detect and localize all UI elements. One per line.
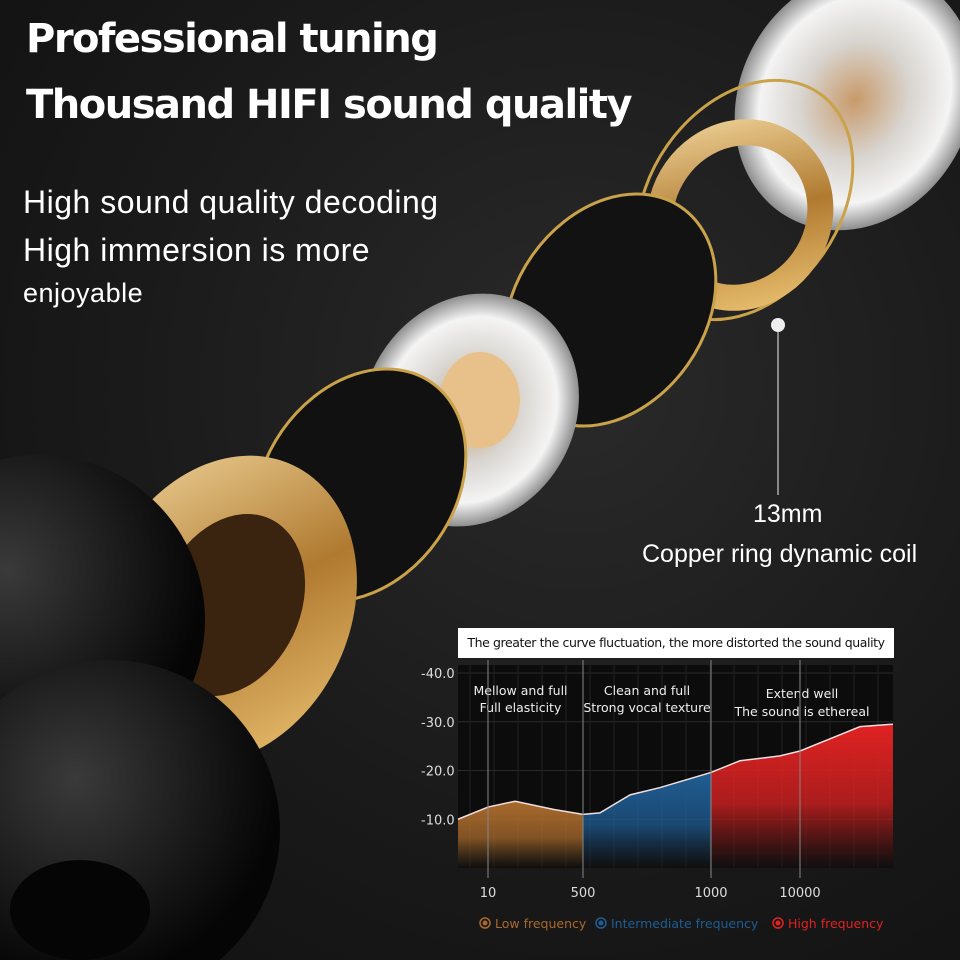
ear-tip-opening: [10, 860, 150, 960]
region-label: Full elasticity: [480, 700, 562, 715]
chart-title: The greater the curve fluctuation, the m…: [458, 628, 894, 658]
legend-marker-dot: [598, 920, 604, 926]
response-curve: [457, 723, 894, 820]
headline-line1: Professional tuning: [26, 16, 439, 62]
x-tick-label: 10000: [779, 886, 820, 901]
legend-item: Intermediate frequency: [611, 916, 759, 931]
legend-marker-icon: [595, 917, 607, 929]
y-tick-label: -30.0: [421, 716, 455, 731]
subtext-line3: enjoyable: [23, 278, 144, 308]
legend-item: Low frequency: [495, 916, 587, 931]
x-tick-label: 1000: [694, 886, 727, 901]
subtext-line1: High sound quality decoding: [23, 184, 439, 220]
y-tick-label: -20.0: [421, 765, 455, 780]
callout-dot: [771, 318, 785, 332]
legend-marker-icon: [772, 917, 784, 929]
y-tick-label: -10.0: [421, 813, 455, 828]
region-label: Mellow and full: [473, 683, 567, 698]
x-tick-label: 10: [480, 886, 497, 901]
legend-marker-dot: [775, 920, 781, 926]
callout-label: Copper ring dynamic coil: [642, 540, 918, 568]
legend-marker-icon: [479, 917, 491, 929]
legend-marker-dot: [482, 920, 488, 926]
region-area-high: [711, 724, 893, 868]
headline-line2: Thousand HIFI sound quality: [26, 82, 633, 128]
subtext-line2: High immersion is more: [23, 232, 371, 268]
region-label: Extend well: [766, 686, 839, 701]
y-tick-label: -40.0: [421, 667, 455, 682]
legend-item: High frequency: [788, 916, 884, 931]
region-area-low: [458, 801, 583, 868]
region-label: Strong vocal texture: [583, 700, 711, 715]
region-label: The sound is ethereal: [734, 704, 870, 719]
x-tick-label: 500: [571, 886, 596, 901]
region-area-mid: [583, 772, 711, 868]
region-label: Clean and full: [604, 683, 690, 698]
callout-size: 13mm: [753, 500, 823, 528]
